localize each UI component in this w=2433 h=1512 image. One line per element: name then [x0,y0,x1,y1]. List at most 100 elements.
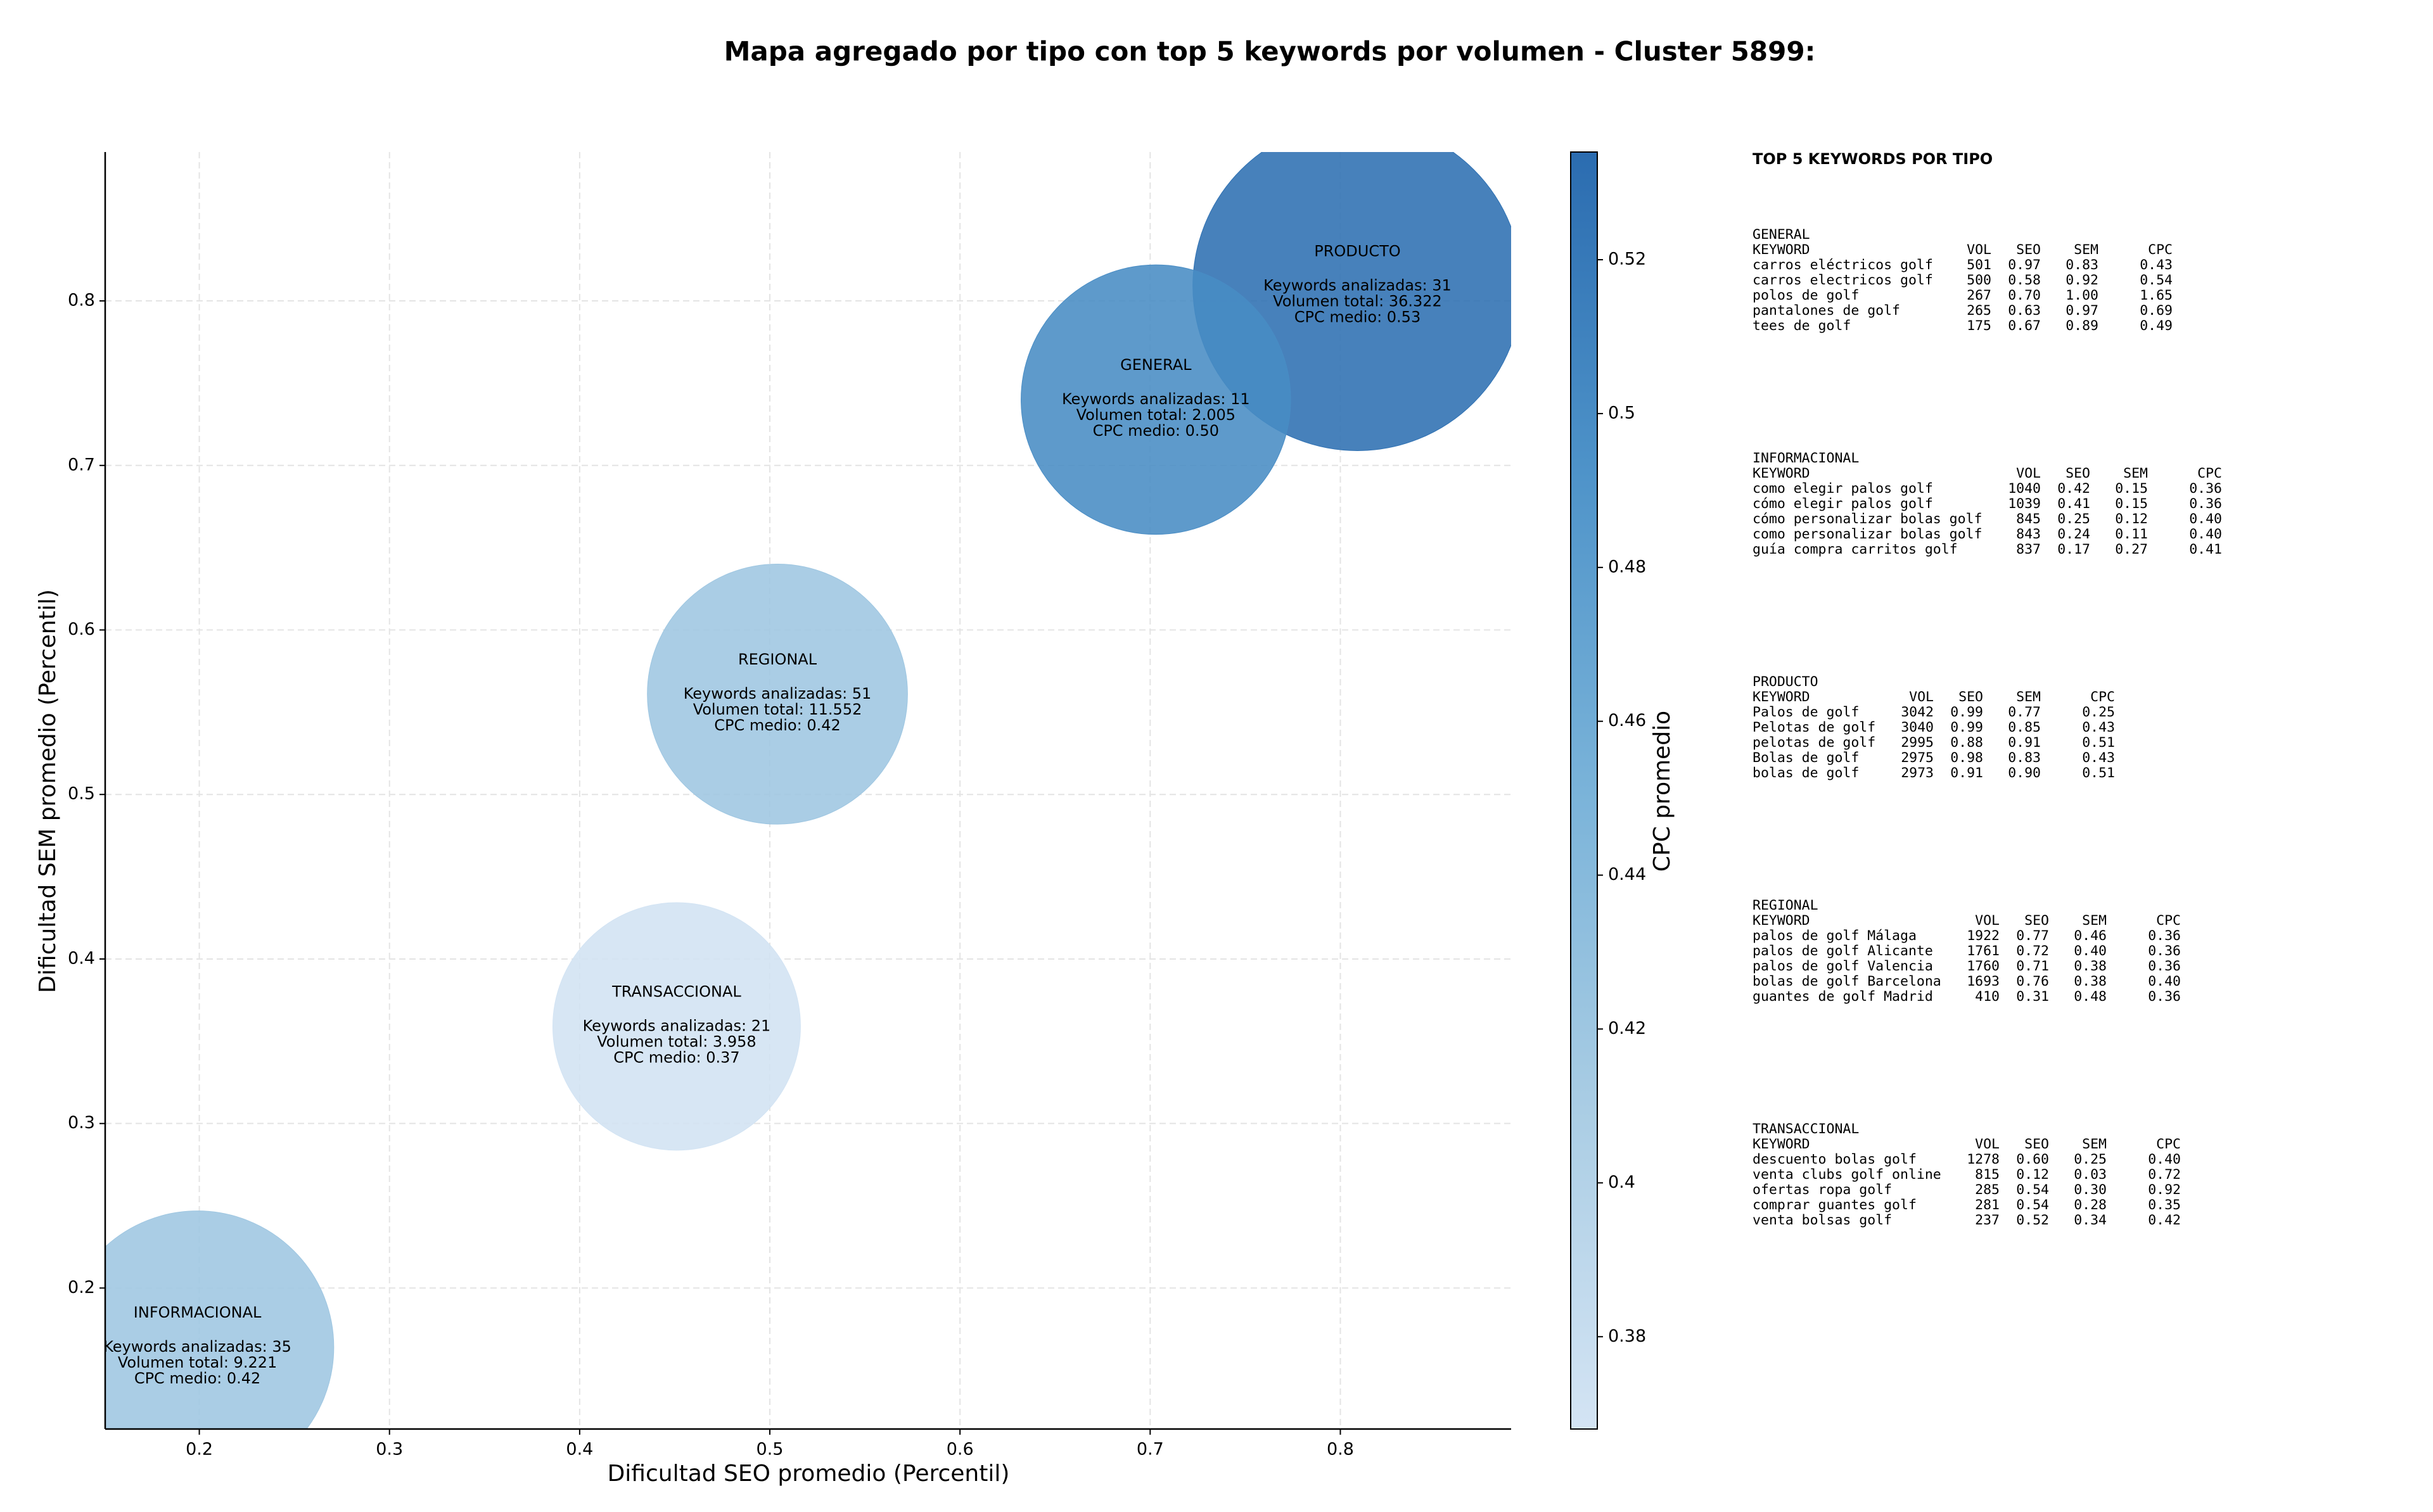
table-cell: 0.25 [2057,511,2090,527]
table-cell: 0.40 [2148,974,2181,989]
bubble-label: Keywords analizadas: 31 [1263,277,1452,295]
table-cell: 0.25 [2082,704,2115,720]
x-tick-label: 0.4 [566,1440,593,1459]
table-cell: 0.51 [2082,765,2115,781]
table-cell: 0.49 [2140,318,2173,334]
colorbar-tick-label: 0.42 [1608,1019,1646,1038]
table-cell: 0.46 [2074,928,2107,944]
y-tick-label: 0.4 [68,948,95,968]
table-cell: 0.41 [2057,496,2090,512]
table-cell: 1.00 [2066,288,2098,303]
bubble-name: REGIONAL [738,651,817,668]
table-cell: 0.40 [2148,1152,2181,1167]
table-cell: 0.15 [2115,496,2148,512]
table-cell: cómo elegir palos golf [1753,496,1933,512]
table-cell: 837 [2016,542,2041,557]
table-cell: 410 [1975,989,2000,1005]
table-cell: como elegir palos golf [1753,481,1933,497]
y-axis-label: Dificultad SEM promedio (Percentil) [35,589,61,993]
table-cell: 2975 [1901,750,1934,766]
labels: 0.2 0.3 0.4 0.5 0.6 0.7 0.80.20.30.40.50.60.70… [68,151,2222,1459]
table-cell: 0.70 [2008,288,2041,303]
table-cell: bolas de golf [1753,765,1859,781]
group-name: INFORMACIONAL [1753,450,1859,466]
table-cell: como personalizar bolas golf [1753,526,1982,542]
table-cell: 267 [1967,288,1991,303]
table-cell: 3040 [1901,720,1934,735]
y-tick-label: 0.2 [68,1278,95,1297]
bubble-name: INFORMACIONAL [134,1304,262,1321]
table-cell: ofertas ropa golf [1753,1182,1892,1198]
table-cell: guía compra carritos golf [1753,542,1958,557]
table-cell: carros eléctricos golf [1753,257,1933,273]
table-cell: 815 [1975,1167,2000,1183]
table-cell: guantes de golf Madrid [1753,989,1933,1005]
table-cell: venta bolsas golf [1753,1212,1892,1228]
column-header: KEYWORD [1753,913,1810,929]
panel-title: TOP 5 KEYWORDS POR TIPO [1753,150,1993,168]
column-header: CPC [2156,913,2181,929]
table-cell: 0.42 [2148,1212,2181,1228]
group-name: REGIONAL [1753,898,1818,913]
table-cell: 0.77 [2016,928,2049,944]
table-cell: 0.40 [2189,511,2222,527]
colorbar-tick-label: 0.38 [1608,1326,1646,1346]
table-cell: 0.36 [2189,481,2222,497]
table-cell: 845 [2016,511,2041,527]
table-cell: 0.12 [2016,1167,2049,1183]
table-cell: 0.24 [2057,526,2090,542]
table-cell: 0.99 [1950,704,1983,720]
table-cell: pantalones de golf [1753,303,1900,319]
table-cell: pelotas de golf [1753,735,1875,751]
column-header: VOL [1975,913,2000,929]
y-tick-label: 0.3 [68,1113,95,1133]
x-tick-label: 0.6 [947,1440,974,1459]
table-cell: 2973 [1901,765,1934,781]
colorbar-tick-label: 0.5 [1608,403,1635,422]
table-cell: 0.54 [2140,272,2173,288]
x-tick-label: 0.8 [1327,1440,1354,1459]
table-cell: 0.12 [2115,511,2148,527]
table-cell: 237 [1975,1212,2000,1228]
column-header: SEM [2082,1136,2107,1152]
table-cell: 0.60 [2016,1152,2049,1167]
table-cell: cómo personalizar bolas golf [1753,511,1982,527]
table-cell: 0.77 [2008,704,2041,720]
colorbar-tick-label: 0.52 [1608,250,1646,269]
column-header: VOL [1967,242,1991,258]
table-cell: palos de golf Málaga [1753,928,1917,944]
table-cell: 0.54 [2016,1182,2049,1198]
table-cell: 0.67 [2008,318,2041,334]
table-cell: 0.03 [2074,1167,2107,1183]
table-cell: 0.83 [2008,750,2041,766]
table-cell: 1039 [2008,496,2041,512]
column-header: KEYWORD [1753,689,1810,705]
table-cell: 3042 [1901,704,1934,720]
table-cell: 0.15 [2115,481,2148,497]
table-cell: 0.72 [2016,943,2049,959]
bubble-name: PRODUCTO [1314,243,1400,260]
column-header: SEO [2024,913,2049,929]
chart-title: Mapa agregado por tipo con top 5 keyword… [724,36,1816,67]
table-cell: 1922 [1967,928,2000,944]
y-tick-label: 0.5 [68,784,95,804]
x-axis-label: Dificultad SEO promedio (Percentil) [608,1461,1010,1487]
table-cell: 0.11 [2115,526,2148,542]
table-cell: 0.35 [2148,1197,2181,1213]
bubble-label: CPC medio: 0.50 [1093,422,1220,440]
table-cell: 1761 [1967,943,2000,959]
table-cell: 0.31 [2016,989,2049,1005]
table-cell: 0.83 [2066,257,2098,273]
x-tick-label: 0.5 [757,1440,784,1459]
table-cell: 0.36 [2148,989,2181,1005]
table-cell: descuento bolas golf [1753,1152,1917,1167]
colorbar-tick-label: 0.4 [1608,1172,1635,1192]
column-header: VOL [1975,1136,2000,1152]
table-cell: 175 [1967,318,1991,334]
column-header: SEM [2123,466,2148,481]
table-cell: 0.30 [2074,1182,2107,1198]
table-cell: 0.92 [2066,272,2098,288]
y-tick-label: 0.6 [68,619,95,639]
table-cell: 1040 [2008,481,2041,497]
table-cell: 0.91 [1950,765,1983,781]
